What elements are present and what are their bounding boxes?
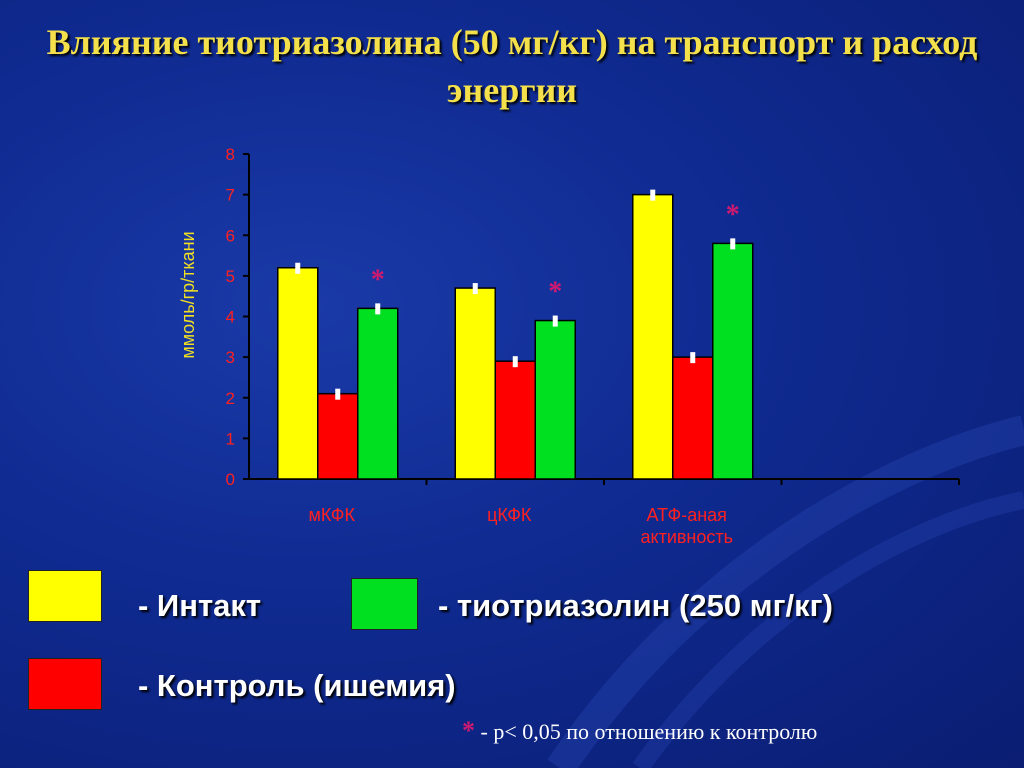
y-tick-label: 7 — [226, 186, 235, 205]
footnote-text: - p< 0,05 по отношению к контролю — [475, 719, 818, 744]
legend-swatch-thiotriazolin — [351, 578, 418, 630]
legend-swatch-control — [28, 658, 102, 710]
bar-control — [494, 360, 536, 480]
bar-control — [672, 356, 714, 480]
footnote: * - p< 0,05 по отношению к контролю — [462, 716, 817, 746]
legend-label-thiotriazolin: - тиотриазолин (250 мг/кг) — [438, 588, 833, 623]
footnote-star: * — [462, 716, 475, 745]
error-bar — [730, 238, 736, 250]
y-tick-label: 4 — [226, 308, 235, 327]
legend-label-intact: - Интакт — [138, 588, 262, 623]
bar-control — [317, 392, 359, 480]
y-tick-label: 3 — [226, 348, 235, 367]
bar-intact — [277, 267, 319, 480]
error-bar — [650, 189, 656, 201]
x-category-label: цКФК — [487, 505, 532, 525]
y-axis-label: ммоль/гр/ткани — [178, 231, 198, 358]
x-category-label: АТФ-аная активность — [640, 505, 733, 547]
bar-thiotriazolin — [712, 242, 754, 480]
significance-star: * — [371, 264, 385, 295]
legend-swatch-intact — [28, 570, 102, 622]
significance-star: * — [548, 277, 562, 308]
error-bar — [295, 262, 301, 274]
slide-title: Влияние тиотриазолина (50 мг/кг) на тран… — [46, 22, 978, 110]
bar-thiotriazolin — [357, 307, 399, 480]
legend-label-control: - Контроль (ишемия) — [138, 668, 456, 703]
x-category-label: мКФК — [309, 505, 356, 525]
y-tick-label: 8 — [226, 145, 235, 164]
y-tick-label: 5 — [226, 267, 235, 286]
error-bar — [375, 303, 381, 315]
error-bar — [472, 283, 478, 295]
bar-intact — [454, 287, 496, 480]
y-tick-label: 2 — [226, 389, 235, 408]
y-tick-label: 0 — [226, 470, 235, 489]
bar-intact — [632, 193, 674, 480]
y-tick-label: 6 — [226, 226, 235, 245]
error-bar — [335, 388, 341, 400]
bar-thiotriazolin — [534, 319, 576, 480]
error-bar — [552, 315, 558, 327]
error-bar — [512, 356, 518, 368]
significance-star: * — [726, 199, 740, 230]
bar-chart: 0 1 2 3 4 5 6 7 8 ммоль/гр/ткани мКФК цКФК АТФ-аная а… — [178, 145, 960, 547]
y-tick-label: 1 — [226, 429, 235, 448]
error-bar — [690, 352, 696, 364]
